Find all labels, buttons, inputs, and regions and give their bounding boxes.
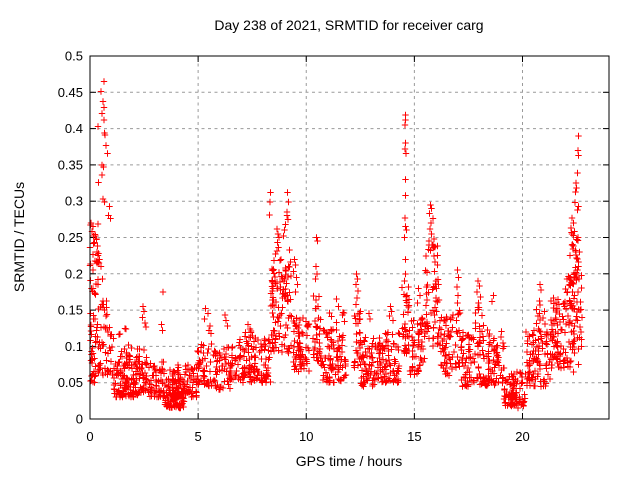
y-tick-label: 0.4 — [65, 121, 83, 136]
y-tick-label: 0.05 — [58, 375, 83, 390]
y-tick-label: 0.1 — [65, 339, 83, 354]
x-axis-label: GPS time / hours — [296, 453, 403, 469]
x-tick-labels: 0 5 10 15 20 — [86, 429, 529, 444]
y-tick-label: 0.45 — [58, 85, 83, 100]
x-tick-label: 0 — [86, 429, 93, 444]
y-tick-label: 0.3 — [65, 194, 83, 209]
y-tick-labels: 0 0.05 0.1 0.15 0.2 0.25 0.3 0.35 0.4 0.45 0.5 — [58, 49, 83, 427]
x-tick-label: 20 — [515, 429, 529, 444]
x-tick-label: 5 — [195, 429, 202, 444]
y-tick-label: 0.5 — [65, 49, 83, 64]
scatter-points — [86, 78, 586, 412]
y-tick-label: 0.2 — [65, 266, 83, 281]
y-axis-label: SRMTID / TECUs — [11, 182, 27, 292]
plot-border — [89, 55, 610, 420]
chart-title: Day 238 of 2021, SRMTID for receiver car… — [214, 17, 483, 33]
x-tick-label: 15 — [407, 429, 421, 444]
x-tick-label: 10 — [299, 429, 313, 444]
y-tick-label: 0.35 — [58, 157, 83, 172]
scatter-series-srmtid — [86, 78, 586, 412]
y-tick-label: 0 — [76, 412, 83, 427]
y-tick-label: 0.15 — [58, 303, 83, 318]
y-tick-label: 0.25 — [58, 230, 83, 245]
